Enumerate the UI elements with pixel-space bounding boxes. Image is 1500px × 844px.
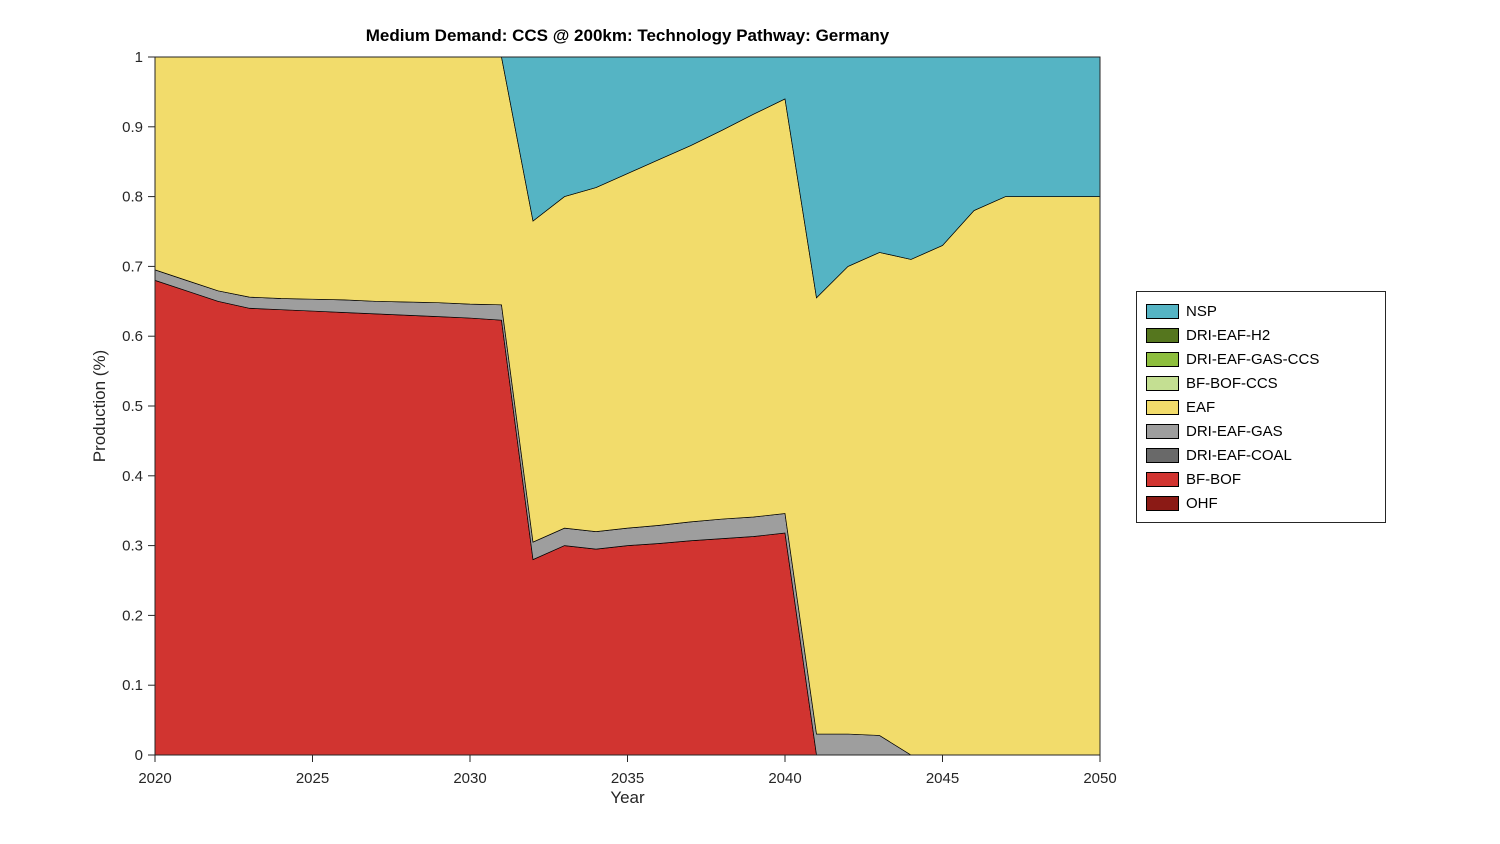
x-tick-label: 2030 [453, 770, 486, 787]
x-tick-label: 2035 [611, 770, 644, 787]
y-tick-label: 0.4 [122, 468, 143, 485]
x-tick-label: 2025 [296, 770, 329, 787]
legend-label: DRI-EAF-GAS [1186, 422, 1283, 440]
y-tick-label: 0.1 [122, 677, 143, 694]
y-tick-label: 0.7 [122, 258, 143, 275]
x-tick-label: 2040 [768, 770, 801, 787]
chart-title: Medium Demand: CCS @ 200km: Technology P… [365, 26, 890, 45]
legend-swatch [1146, 423, 1179, 439]
y-tick-label: 0.3 [122, 538, 143, 555]
legend-item-BF-BOF: BF-BOF [1137, 467, 1385, 491]
legend-item-DRI-EAF-H2: DRI-EAF-H2 [1137, 323, 1385, 347]
legend-label: OHF [1186, 494, 1218, 512]
legend-label: DRI-EAF-COAL [1186, 446, 1292, 464]
x-tick-label: 2045 [926, 770, 959, 787]
legend-label: NSP [1186, 302, 1217, 320]
legend-item-DRI-EAF-GAS-CCS: DRI-EAF-GAS-CCS [1137, 347, 1385, 371]
legend-swatch [1146, 399, 1179, 415]
legend-swatch [1146, 447, 1179, 463]
legend-swatch [1146, 327, 1179, 343]
y-tick-label: 0.6 [122, 328, 143, 345]
legend: NSP DRI-EAF-H2 DRI-EAF-GAS-CCS BF-BOF-CCS EA… [1136, 291, 1386, 523]
legend-swatch [1146, 471, 1179, 487]
legend-label: EAF [1186, 398, 1216, 416]
legend-label: BF-BOF-CCS [1186, 374, 1278, 392]
x-axis-label: Year [610, 788, 645, 807]
legend-label: DRI-EAF-H2 [1186, 326, 1271, 344]
legend-item-NSP: NSP [1137, 299, 1385, 323]
y-axis-label: Production (%) [90, 349, 109, 463]
y-tick-label: 0.2 [122, 607, 143, 624]
y-tick-label: 1 [135, 49, 143, 66]
y-tick-label: 0.8 [122, 189, 143, 206]
legend-swatch [1146, 375, 1179, 391]
legend-item-BF-BOF-CCS: BF-BOF-CCS [1137, 371, 1385, 395]
legend-swatch [1146, 495, 1179, 511]
y-tick-label: 0.9 [122, 119, 143, 136]
legend-swatch [1146, 351, 1179, 367]
legend-item-EAF: EAF [1137, 395, 1385, 419]
x-tick-label: 2020 [138, 770, 171, 787]
legend-item-DRI-EAF-GAS: DRI-EAF-GAS [1137, 419, 1385, 443]
legend-item-DRI-EAF-COAL: DRI-EAF-COAL [1137, 443, 1385, 467]
legend-label: DRI-EAF-GAS-CCS [1186, 350, 1320, 368]
y-tick-label: 0 [135, 747, 143, 764]
legend-label: BF-BOF [1186, 470, 1241, 488]
legend-item-OHF: OHF [1137, 491, 1385, 515]
legend-swatch [1146, 303, 1179, 319]
x-tick-label: 2050 [1083, 770, 1116, 787]
y-tick-label: 0.5 [122, 398, 143, 415]
